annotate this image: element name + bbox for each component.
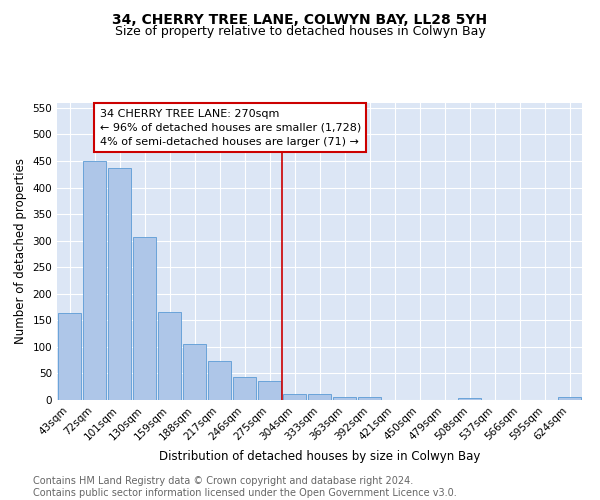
Bar <box>458 398 481 400</box>
Text: Size of property relative to detached houses in Colwyn Bay: Size of property relative to detached ho… <box>115 25 485 38</box>
Bar <box>133 238 156 400</box>
Bar <box>158 312 181 400</box>
Y-axis label: Number of detached properties: Number of detached properties <box>14 158 27 344</box>
Bar <box>108 168 131 400</box>
Bar <box>58 314 81 400</box>
Bar <box>558 398 581 400</box>
Bar <box>258 382 281 400</box>
Bar <box>308 394 331 400</box>
Text: Contains HM Land Registry data © Crown copyright and database right 2024.
Contai: Contains HM Land Registry data © Crown c… <box>33 476 457 498</box>
X-axis label: Distribution of detached houses by size in Colwyn Bay: Distribution of detached houses by size … <box>159 450 480 463</box>
Text: 34 CHERRY TREE LANE: 270sqm
← 96% of detached houses are smaller (1,728)
4% of s: 34 CHERRY TREE LANE: 270sqm ← 96% of det… <box>100 109 361 147</box>
Text: 34, CHERRY TREE LANE, COLWYN BAY, LL28 5YH: 34, CHERRY TREE LANE, COLWYN BAY, LL28 5… <box>112 12 488 26</box>
Bar <box>283 394 306 400</box>
Bar <box>333 397 356 400</box>
Bar <box>83 161 106 400</box>
Bar <box>183 344 206 400</box>
Bar <box>233 376 256 400</box>
Bar <box>208 361 231 400</box>
Bar <box>358 397 381 400</box>
